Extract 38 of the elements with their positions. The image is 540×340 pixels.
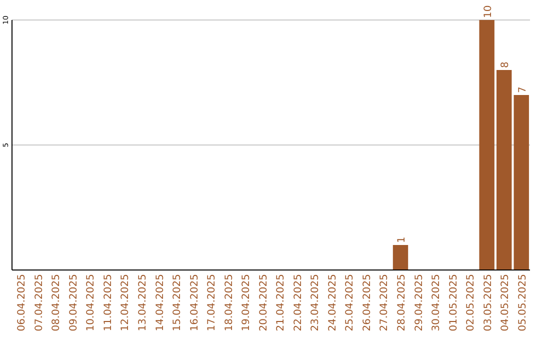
data-label: 7 — [517, 86, 528, 93]
x-tick-label: 21.04.2025 — [276, 274, 287, 332]
x-tick-label: 06.04.2025 — [16, 274, 28, 332]
x-tick-label: 04.05.2025 — [500, 274, 512, 332]
x-tick-label: 07.04.2025 — [34, 274, 45, 332]
data-label: 10 — [482, 5, 494, 18]
x-tick-label: 19.04.2025 — [241, 274, 252, 332]
x-tick-label: 29.04.2025 — [414, 274, 425, 332]
x-tick-label: 25.04.2025 — [344, 274, 356, 332]
x-tick-label: 30.04.2025 — [431, 274, 442, 332]
x-tick-label: 10.04.2025 — [86, 274, 97, 332]
x-tick-label: 18.04.2025 — [224, 274, 235, 332]
x-tick-label: 03.05.2025 — [482, 274, 494, 332]
x-tick-label: 23.04.2025 — [310, 274, 322, 332]
x-tick-label: 13.04.2025 — [138, 274, 148, 332]
bar — [514, 95, 529, 270]
x-tick-label: 15.04.2025 — [172, 274, 184, 332]
x-tick-label: 16.04.2025 — [189, 274, 200, 332]
x-tick-label: 20.04.2025 — [258, 274, 270, 332]
x-tick-label: 11.04.2025 — [102, 274, 114, 332]
x-tick-label: 26.04.2025 — [362, 274, 373, 332]
x-tick-label: 17.04.2025 — [206, 274, 218, 332]
bar — [496, 70, 512, 270]
bar — [392, 245, 408, 270]
x-tick-label: 02.05.2025 — [466, 274, 477, 332]
x-tick-label: 12.04.2025 — [120, 274, 132, 332]
data-label: 8 — [500, 62, 512, 68]
x-tick-label: 22.04.2025 — [292, 274, 304, 332]
x-tick-label: 27.04.2025 — [379, 274, 390, 332]
x-tick-label: 14.04.2025 — [154, 274, 166, 332]
x-tick-label: 09.04.2025 — [68, 274, 80, 332]
bar — [479, 20, 494, 270]
x-tick-label: 01.05.2025 — [448, 274, 460, 332]
x-tick-label: 05.05.2025 — [517, 274, 528, 332]
x-tick-label: 28.04.2025 — [396, 274, 408, 332]
x-tick-label: 24.04.2025 — [327, 274, 338, 332]
data-label: 1 — [396, 236, 408, 243]
x-tick-label: 08.04.2025 — [51, 274, 62, 332]
